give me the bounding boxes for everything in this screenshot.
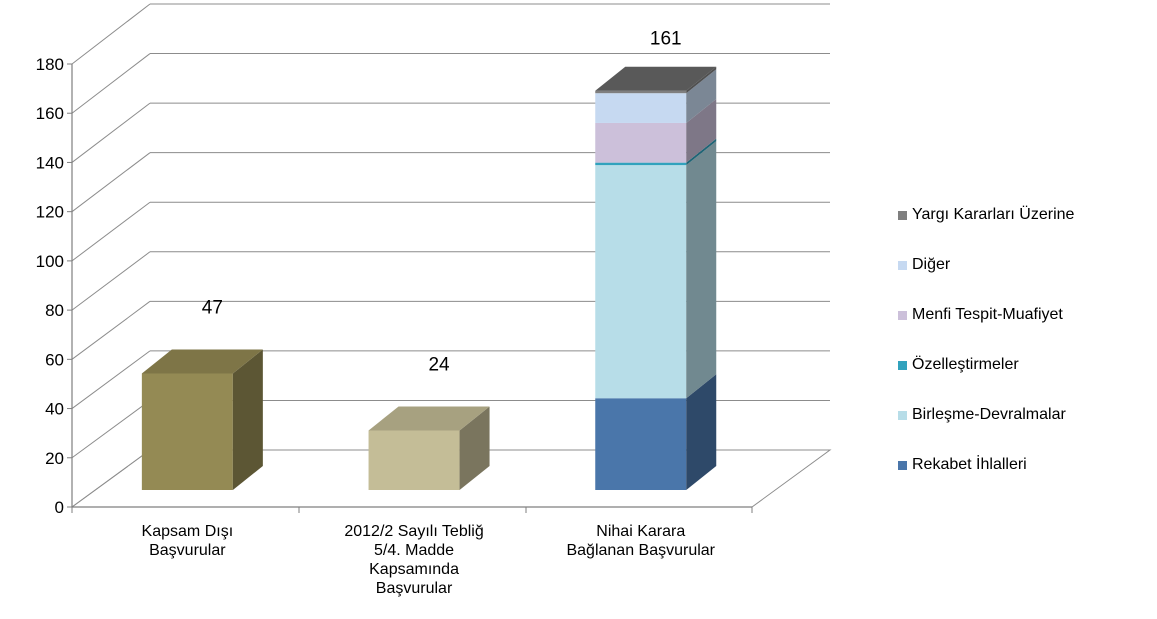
category-label: Başvurular bbox=[376, 580, 453, 597]
y-tick-label: 180 bbox=[36, 55, 64, 74]
bar-segment-front bbox=[368, 430, 460, 490]
legend-label: Yargı Kararları Üzerine bbox=[912, 206, 1075, 223]
y-tick-label: 140 bbox=[36, 153, 64, 172]
bar-segment-side bbox=[686, 66, 717, 94]
gridline-side bbox=[71, 102, 151, 163]
legend-swatch bbox=[898, 460, 907, 470]
category-label: Kapsamında bbox=[369, 561, 459, 578]
gridline-side bbox=[71, 201, 151, 262]
category-label: 5/4. Madde bbox=[374, 542, 454, 559]
y-tick-label: 160 bbox=[36, 104, 64, 123]
gridline-side bbox=[71, 3, 151, 65]
bar-top bbox=[595, 66, 717, 91]
legend-item: Menfi Tespit-Muafiyet bbox=[898, 305, 1153, 325]
gridline-side bbox=[71, 53, 151, 114]
bar-top bbox=[368, 406, 490, 431]
y-tick-label: 0 bbox=[55, 498, 64, 517]
legend-item: Yargı Kararları Üzerine bbox=[898, 205, 1153, 225]
y-tick-label: 120 bbox=[36, 203, 64, 222]
bar-segment-side bbox=[459, 406, 490, 490]
bar-segment-side bbox=[686, 374, 717, 490]
bar-segment-front bbox=[595, 93, 687, 123]
legend-label: Diğer bbox=[912, 256, 951, 273]
gridline-side bbox=[71, 350, 151, 409]
legend-item: Birleşme-Devralmalar bbox=[898, 405, 1153, 425]
bar-segment-front bbox=[595, 165, 687, 399]
legend-swatch bbox=[898, 410, 907, 420]
legend-label: Birleşme-Devralmalar bbox=[912, 406, 1066, 423]
gridline-side bbox=[71, 400, 151, 459]
y-tick-label: 40 bbox=[45, 400, 64, 419]
gridline-side bbox=[71, 152, 151, 213]
category-label: 2012/2 Sayılı Tebliğ bbox=[344, 523, 483, 540]
bar-segment-front bbox=[595, 162, 687, 166]
bar-top bbox=[141, 349, 263, 374]
category-label: Bağlanan Başvurular bbox=[566, 542, 715, 559]
bar-segment-side bbox=[686, 138, 717, 166]
y-tick-label: 20 bbox=[45, 449, 64, 468]
y-tick-label: 80 bbox=[45, 301, 64, 320]
gridline-side bbox=[71, 300, 151, 360]
legend-label: Özelleştirmeler bbox=[912, 356, 1019, 373]
category-label: Kapsam Dışı bbox=[142, 523, 234, 540]
bar-segment-front bbox=[595, 90, 687, 94]
legend-item: Rekabet İhlalleri bbox=[898, 455, 1153, 475]
category-label: Başvurular bbox=[149, 542, 226, 559]
legend-swatch bbox=[898, 310, 907, 320]
legend-swatch bbox=[898, 360, 907, 370]
bar-segment-side bbox=[686, 98, 717, 163]
data-label: 47 bbox=[202, 297, 223, 318]
legend-swatch bbox=[898, 260, 907, 270]
bar-segment-side bbox=[232, 349, 263, 490]
legend-label: Menfi Tespit-Muafiyet bbox=[912, 306, 1063, 323]
bar-segment-front bbox=[595, 398, 687, 490]
gridline-side bbox=[71, 251, 151, 311]
legend-label: Rekabet İhlalleri bbox=[912, 456, 1027, 473]
legend-item: Diğer bbox=[898, 255, 1153, 275]
y-tick-label: 60 bbox=[45, 350, 64, 369]
bar-segment-side bbox=[686, 141, 717, 399]
bar-segment-front bbox=[141, 373, 233, 490]
legend-item: Özelleştirmeler bbox=[898, 355, 1153, 375]
legend: Yargı Kararları Üzerine Diğer Menfi Tesp… bbox=[898, 205, 1153, 505]
category-label: Nihai Karara bbox=[596, 523, 685, 540]
bar-segment-front bbox=[595, 122, 687, 163]
data-label: 161 bbox=[650, 29, 682, 50]
bar-segment-side bbox=[686, 69, 717, 123]
y-tick-label: 100 bbox=[36, 252, 64, 271]
legend-swatch bbox=[898, 210, 907, 220]
data-label: 24 bbox=[428, 354, 450, 375]
